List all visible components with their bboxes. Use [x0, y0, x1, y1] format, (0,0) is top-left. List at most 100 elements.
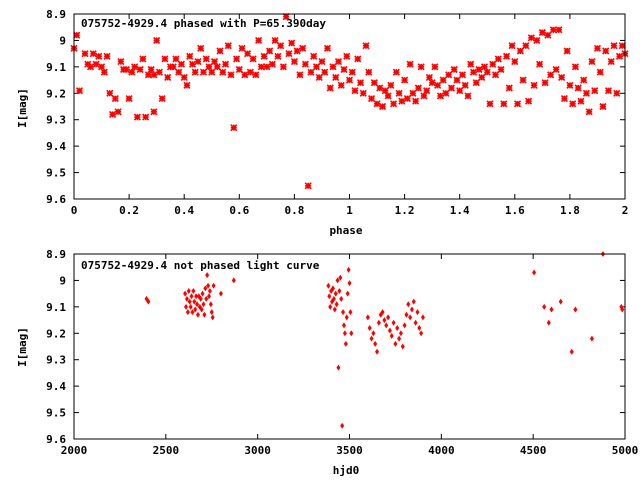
data-point: [351, 87, 359, 95]
data-point: [312, 63, 321, 71]
data-point: [607, 58, 615, 66]
data-point: [146, 298, 151, 305]
data-point: [307, 68, 315, 76]
data-point: [343, 52, 351, 60]
x-tick-label: 1.8: [560, 204, 580, 217]
x-tick-label: 2: [622, 204, 629, 217]
data-point: [511, 58, 519, 66]
data-point: [380, 309, 385, 316]
data-point: [155, 68, 163, 76]
data-point: [86, 63, 95, 71]
data-point: [195, 311, 200, 318]
data-point: [128, 68, 136, 76]
data-point: [75, 87, 84, 95]
data-point: [555, 26, 563, 34]
data-point: [332, 73, 340, 81]
data-point: [231, 277, 236, 284]
data-point: [478, 73, 486, 81]
data-point: [193, 306, 198, 313]
data-point: [434, 81, 442, 89]
data-point: [458, 71, 467, 79]
data-point: [547, 71, 555, 79]
data-point: [100, 68, 108, 76]
data-point: [213, 63, 221, 71]
data-point: [122, 65, 130, 74]
x-tick-label: 2500: [153, 444, 180, 457]
data-point: [391, 319, 396, 326]
y-tick-label: 9.2: [46, 327, 66, 340]
data-point: [266, 47, 274, 55]
data-point: [199, 68, 208, 76]
raw-light-curve-points: [144, 251, 625, 429]
data-point: [337, 81, 345, 89]
data-point: [445, 71, 453, 79]
data-point: [344, 314, 349, 321]
data-point: [321, 68, 329, 76]
data-point: [467, 60, 475, 68]
data-point: [593, 44, 602, 52]
data-point: [436, 92, 444, 100]
data-point: [125, 95, 133, 103]
data-point: [73, 31, 81, 39]
x-tick-label: 0.8: [284, 204, 304, 217]
data-point: [412, 97, 420, 105]
data-point: [502, 52, 511, 60]
data-point: [533, 36, 541, 44]
y-tick-label: 9.2: [46, 87, 66, 100]
data-point: [546, 319, 551, 326]
data-point: [106, 89, 114, 97]
data-point: [337, 288, 342, 294]
data-point: [210, 314, 215, 321]
x-tick-label: 1: [346, 204, 353, 217]
data-point: [392, 68, 400, 76]
data-point: [345, 76, 354, 84]
data-point: [190, 309, 195, 316]
data-point: [389, 332, 394, 339]
data-point: [402, 322, 407, 329]
data-point: [573, 306, 578, 313]
data-point: [585, 108, 593, 116]
data-point: [400, 343, 405, 350]
data-point: [431, 63, 439, 71]
data-point: [301, 60, 309, 68]
data-point: [219, 68, 227, 76]
data-point: [279, 63, 287, 71]
data-point: [505, 84, 513, 92]
y-tick-label: 9.3: [46, 354, 66, 367]
data-point: [198, 295, 203, 302]
phased-plot-ylabel: I[mag]: [16, 88, 29, 128]
data-point: [330, 285, 335, 292]
data-point: [398, 330, 403, 337]
data-point: [359, 89, 367, 97]
data-point: [191, 288, 196, 294]
data-point: [271, 36, 279, 44]
data-point: [480, 63, 489, 71]
raw-light-curve-xlabel: hjd0: [333, 464, 360, 477]
y-tick-label: 9.4: [46, 380, 66, 393]
data-point: [288, 39, 296, 47]
data-point: [409, 89, 417, 97]
data-point: [419, 330, 424, 337]
data-point: [89, 50, 97, 58]
data-point: [532, 269, 537, 276]
data-point: [356, 79, 365, 87]
data-point: [246, 68, 254, 76]
data-point: [218, 290, 223, 297]
data-point: [202, 55, 210, 63]
data-point: [177, 60, 186, 68]
data-point: [398, 97, 406, 105]
data-point: [243, 50, 252, 58]
data-point: [210, 58, 219, 66]
data-point: [387, 81, 395, 89]
data-point: [238, 44, 246, 52]
data-point: [158, 95, 166, 103]
data-point: [420, 314, 425, 321]
y-tick-label: 9: [59, 34, 66, 47]
data-point: [354, 55, 362, 63]
data-point: [613, 89, 621, 97]
data-point: [136, 65, 144, 74]
data-point: [591, 87, 599, 95]
data-point: [97, 63, 106, 71]
data-point: [326, 84, 334, 92]
data-point: [384, 322, 389, 329]
